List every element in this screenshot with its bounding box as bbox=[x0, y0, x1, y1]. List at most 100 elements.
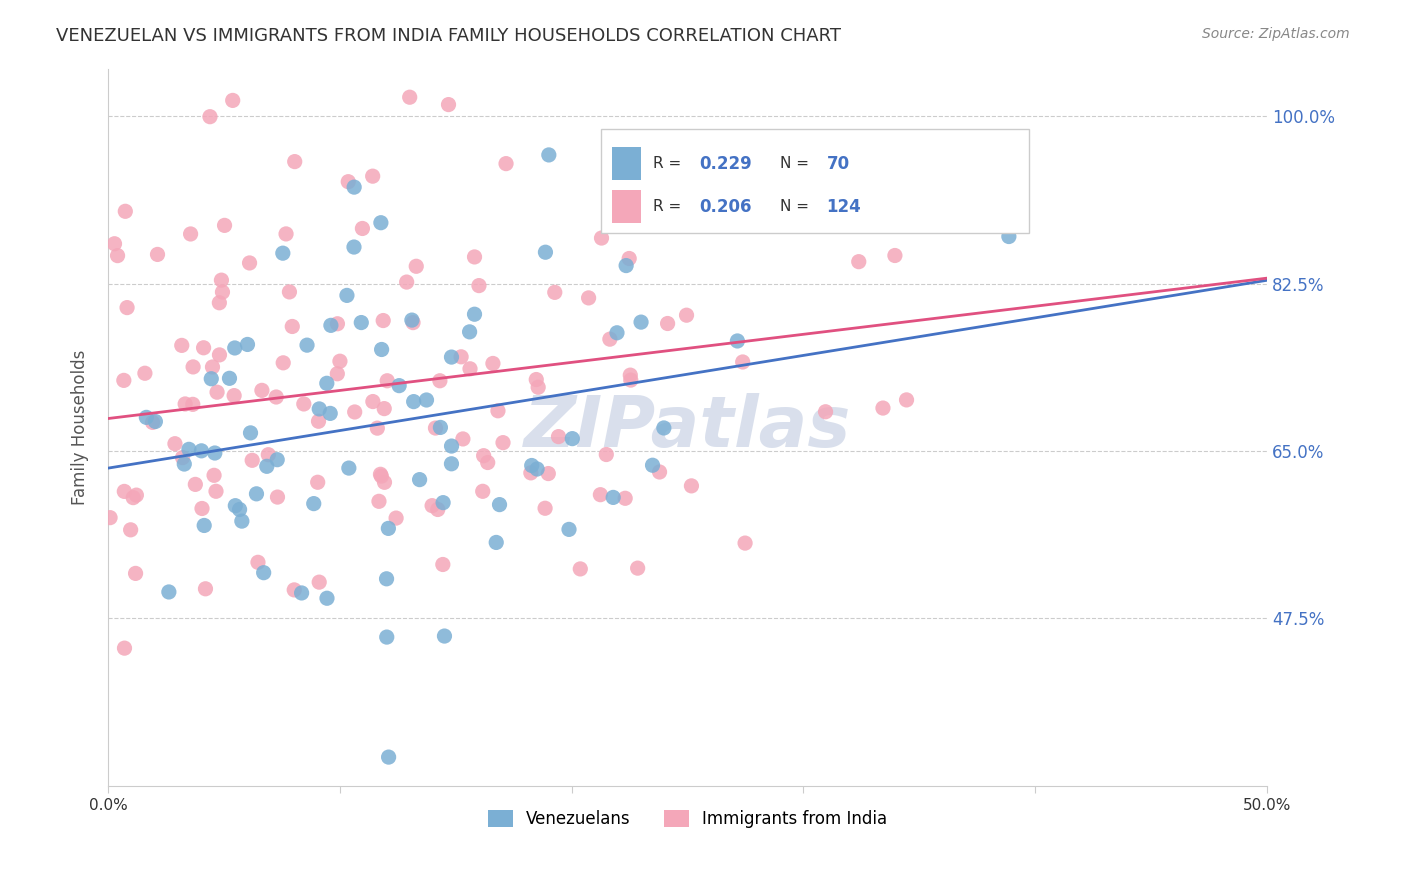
Bar bbox=[600, 129, 1029, 234]
Y-axis label: Family Households: Family Households bbox=[72, 350, 89, 505]
Point bbox=[146, 247, 169, 261]
Point bbox=[238, 256, 260, 270]
Point bbox=[181, 359, 204, 374]
Point bbox=[204, 446, 226, 460]
Point bbox=[471, 484, 494, 499]
Point bbox=[239, 425, 262, 440]
Point bbox=[103, 236, 125, 251]
Point bbox=[370, 343, 392, 357]
Point bbox=[177, 442, 200, 457]
Point bbox=[308, 414, 330, 428]
Point bbox=[375, 630, 398, 644]
Point bbox=[534, 245, 557, 260]
Point bbox=[368, 494, 391, 508]
Point bbox=[115, 301, 138, 315]
Point bbox=[250, 384, 273, 398]
Point bbox=[373, 313, 395, 327]
Point bbox=[190, 443, 212, 458]
Text: 0.206: 0.206 bbox=[699, 198, 752, 216]
Point bbox=[675, 308, 697, 322]
Point bbox=[302, 497, 325, 511]
Point bbox=[652, 421, 675, 435]
Point bbox=[437, 97, 460, 112]
Point bbox=[488, 498, 510, 512]
Point bbox=[595, 448, 617, 462]
Point bbox=[620, 373, 643, 387]
Point bbox=[112, 484, 135, 499]
Point bbox=[520, 458, 543, 473]
Point bbox=[271, 246, 294, 260]
Text: N =: N = bbox=[780, 200, 814, 214]
Point bbox=[256, 459, 278, 474]
Point bbox=[415, 392, 437, 407]
Point bbox=[135, 410, 157, 425]
Point bbox=[124, 566, 146, 581]
Point bbox=[725, 334, 748, 348]
Point bbox=[329, 354, 352, 368]
Point bbox=[125, 488, 148, 502]
Point bbox=[734, 536, 756, 550]
Point bbox=[472, 449, 495, 463]
Point bbox=[181, 397, 204, 411]
Point bbox=[408, 473, 430, 487]
Point bbox=[253, 566, 276, 580]
Point bbox=[98, 510, 121, 524]
Text: 70: 70 bbox=[827, 155, 849, 173]
Point bbox=[352, 221, 374, 235]
Point bbox=[558, 522, 581, 536]
Point bbox=[463, 307, 485, 321]
Point bbox=[114, 641, 136, 656]
Point bbox=[896, 392, 918, 407]
Point bbox=[468, 278, 491, 293]
Point bbox=[266, 452, 288, 467]
Point bbox=[316, 591, 339, 606]
Point bbox=[319, 318, 342, 333]
Point bbox=[648, 465, 671, 479]
Point bbox=[370, 469, 392, 483]
Point bbox=[998, 229, 1021, 244]
Point bbox=[266, 490, 288, 504]
Text: R =: R = bbox=[652, 156, 686, 171]
Point bbox=[224, 388, 246, 402]
Point bbox=[180, 227, 202, 241]
Point bbox=[218, 371, 240, 385]
Point bbox=[337, 461, 360, 475]
Point bbox=[388, 378, 411, 392]
Point bbox=[425, 421, 447, 435]
Point bbox=[619, 252, 641, 266]
Point bbox=[402, 394, 425, 409]
Point bbox=[370, 216, 392, 230]
Point bbox=[271, 356, 294, 370]
Point bbox=[201, 359, 224, 374]
Text: ZIPatlas: ZIPatlas bbox=[524, 392, 851, 462]
Point bbox=[405, 260, 427, 274]
Point bbox=[524, 372, 547, 386]
Point bbox=[602, 491, 624, 505]
Point bbox=[214, 219, 236, 233]
Point bbox=[292, 397, 315, 411]
Text: 124: 124 bbox=[827, 198, 862, 216]
Point bbox=[458, 361, 481, 376]
Text: VENEZUELAN VS IMMIGRANTS FROM INDIA FAMILY HOUSEHOLDS CORRELATION CHART: VENEZUELAN VS IMMIGRANTS FROM INDIA FAMI… bbox=[56, 27, 841, 45]
Point bbox=[326, 317, 349, 331]
Point bbox=[432, 496, 454, 510]
Point bbox=[114, 204, 136, 219]
Point bbox=[326, 367, 349, 381]
Point bbox=[191, 501, 214, 516]
Point bbox=[245, 487, 267, 501]
Point bbox=[619, 368, 641, 383]
Point bbox=[614, 259, 637, 273]
Point bbox=[193, 341, 215, 355]
Point bbox=[361, 394, 384, 409]
Point bbox=[205, 484, 228, 499]
Point bbox=[450, 350, 472, 364]
Point bbox=[170, 338, 193, 352]
Point bbox=[630, 315, 652, 329]
Point bbox=[589, 488, 612, 502]
Point bbox=[395, 275, 418, 289]
Text: N =: N = bbox=[780, 156, 814, 171]
Point bbox=[402, 316, 425, 330]
Point bbox=[429, 420, 451, 434]
Point bbox=[482, 356, 505, 370]
Text: Source: ZipAtlas.com: Source: ZipAtlas.com bbox=[1202, 27, 1350, 41]
